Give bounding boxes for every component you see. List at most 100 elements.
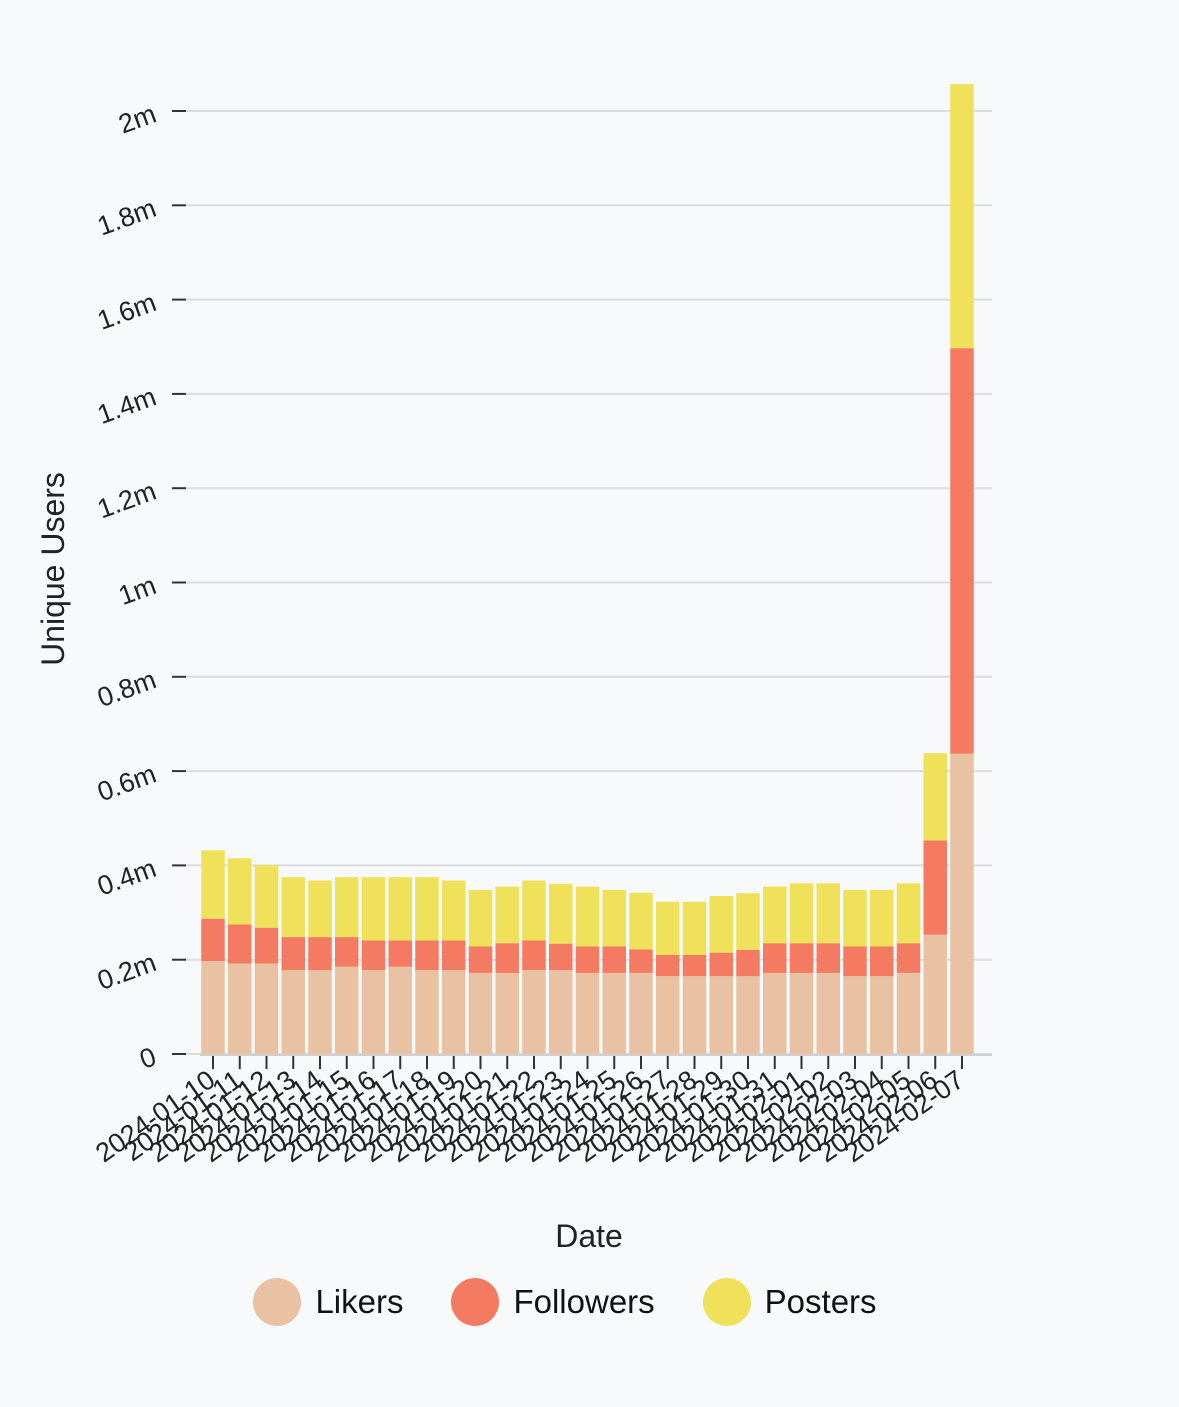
bar-likers[interactable] <box>923 934 948 1054</box>
y-tick-label: 1.8m <box>93 193 160 242</box>
legend-item-likers[interactable]: Likers <box>253 1278 403 1326</box>
bar-followers[interactable] <box>201 918 225 962</box>
bar-followers[interactable] <box>709 952 734 977</box>
bar-likers[interactable] <box>843 976 867 1054</box>
legend-item-posters[interactable]: Posters <box>702 1278 877 1326</box>
bar-posters[interactable] <box>602 889 627 947</box>
legend: Likers Followers Posters <box>0 1278 1130 1326</box>
bar-likers[interactable] <box>254 963 279 1054</box>
bar-posters[interactable] <box>870 889 894 947</box>
bar-posters[interactable] <box>736 893 760 950</box>
bar-posters[interactable] <box>201 850 225 919</box>
bar-likers[interactable] <box>468 972 493 1054</box>
bar-likers[interactable] <box>335 966 359 1054</box>
bar-followers[interactable] <box>870 946 894 977</box>
bar-posters[interactable] <box>308 880 332 938</box>
bar-posters[interactable] <box>682 901 707 955</box>
bar-followers[interactable] <box>549 943 573 971</box>
bar-posters[interactable] <box>335 877 359 938</box>
bar-likers[interactable] <box>602 972 627 1054</box>
bar-likers[interactable] <box>308 970 332 1054</box>
bar-posters[interactable] <box>575 886 600 947</box>
bar-likers[interactable] <box>789 972 814 1054</box>
legend-swatch-likers <box>253 1278 302 1326</box>
bar-posters[interactable] <box>228 858 252 925</box>
bar-posters[interactable] <box>896 883 921 944</box>
bar-posters[interactable] <box>549 883 573 944</box>
legend-label-posters: Posters <box>764 1283 877 1320</box>
bar-followers[interactable] <box>843 946 867 977</box>
bar-followers[interactable] <box>522 940 546 971</box>
bar-followers[interactable] <box>896 943 921 973</box>
bar-posters[interactable] <box>709 896 734 953</box>
bar-followers[interactable] <box>656 954 680 977</box>
bar-likers[interactable] <box>228 963 252 1054</box>
bar-followers[interactable] <box>763 943 787 973</box>
bar-posters[interactable] <box>763 886 787 944</box>
bar-followers[interactable] <box>281 937 306 971</box>
bar-posters[interactable] <box>415 877 439 941</box>
bar-followers[interactable] <box>575 946 600 973</box>
bar-followers[interactable] <box>415 940 439 971</box>
bar-posters[interactable] <box>522 880 546 941</box>
bar-posters[interactable] <box>843 889 867 947</box>
bar-posters[interactable] <box>816 883 841 944</box>
bar-posters[interactable] <box>254 864 279 928</box>
bar-likers[interactable] <box>656 976 680 1054</box>
bar-posters[interactable] <box>656 901 680 955</box>
y-axis-title: Unique Users <box>35 472 71 666</box>
bar-likers[interactable] <box>361 970 386 1054</box>
bar-likers[interactable] <box>870 976 894 1054</box>
bar-followers[interactable] <box>789 943 814 973</box>
bar-likers[interactable] <box>816 972 841 1054</box>
bar-followers[interactable] <box>495 943 520 973</box>
bar-posters[interactable] <box>361 877 386 941</box>
bar-likers[interactable] <box>201 961 225 1054</box>
bar-followers[interactable] <box>361 940 386 971</box>
y-tick-label: 1.2m <box>93 476 160 525</box>
bar-followers[interactable] <box>682 954 707 977</box>
bar-posters[interactable] <box>923 753 948 841</box>
bar-posters[interactable] <box>388 877 413 941</box>
bar-likers[interactable] <box>495 972 520 1054</box>
legend-item-followers[interactable]: Followers <box>451 1278 655 1326</box>
bar-followers[interactable] <box>816 943 841 973</box>
bar-likers[interactable] <box>763 972 787 1054</box>
bar-followers[interactable] <box>736 949 760 977</box>
bar-followers[interactable] <box>335 937 359 967</box>
bar-likers[interactable] <box>629 972 653 1054</box>
bar-posters[interactable] <box>495 886 520 944</box>
bar-likers[interactable] <box>415 970 439 1054</box>
bar-followers[interactable] <box>442 940 466 971</box>
bar-followers[interactable] <box>950 348 974 754</box>
bar-posters[interactable] <box>442 880 466 941</box>
bar-followers[interactable] <box>228 924 252 964</box>
y-tick-label: 2m <box>115 98 161 139</box>
bar-likers[interactable] <box>736 976 760 1054</box>
bar-likers[interactable] <box>682 976 707 1054</box>
bar-likers[interactable] <box>522 970 546 1054</box>
bar-followers[interactable] <box>468 946 493 973</box>
y-tick-label: 1m <box>115 570 161 611</box>
bar-likers[interactable] <box>709 976 734 1054</box>
bar-likers[interactable] <box>281 970 306 1054</box>
bar-followers[interactable] <box>254 927 279 964</box>
bar-likers[interactable] <box>575 972 600 1054</box>
bars <box>201 84 974 1054</box>
bar-posters[interactable] <box>281 877 306 938</box>
stacked-bar-chart: 0 0.2m 0.4m 0.6m 0.8m 1m 1.2m 1.4m 1.6m 1.8m 2m 20… <box>35 84 992 1254</box>
bar-followers[interactable] <box>308 937 332 971</box>
bar-likers[interactable] <box>896 972 921 1054</box>
bar-followers[interactable] <box>388 940 413 967</box>
bar-posters[interactable] <box>950 84 974 349</box>
bar-followers[interactable] <box>602 946 627 973</box>
bar-likers[interactable] <box>549 970 573 1054</box>
bar-posters[interactable] <box>468 889 493 947</box>
bar-posters[interactable] <box>789 883 814 944</box>
bar-likers[interactable] <box>442 970 466 1054</box>
bar-followers[interactable] <box>629 949 653 973</box>
bar-posters[interactable] <box>629 892 653 950</box>
bar-followers[interactable] <box>923 840 948 935</box>
bar-likers[interactable] <box>388 966 413 1054</box>
bar-likers[interactable] <box>950 753 974 1054</box>
